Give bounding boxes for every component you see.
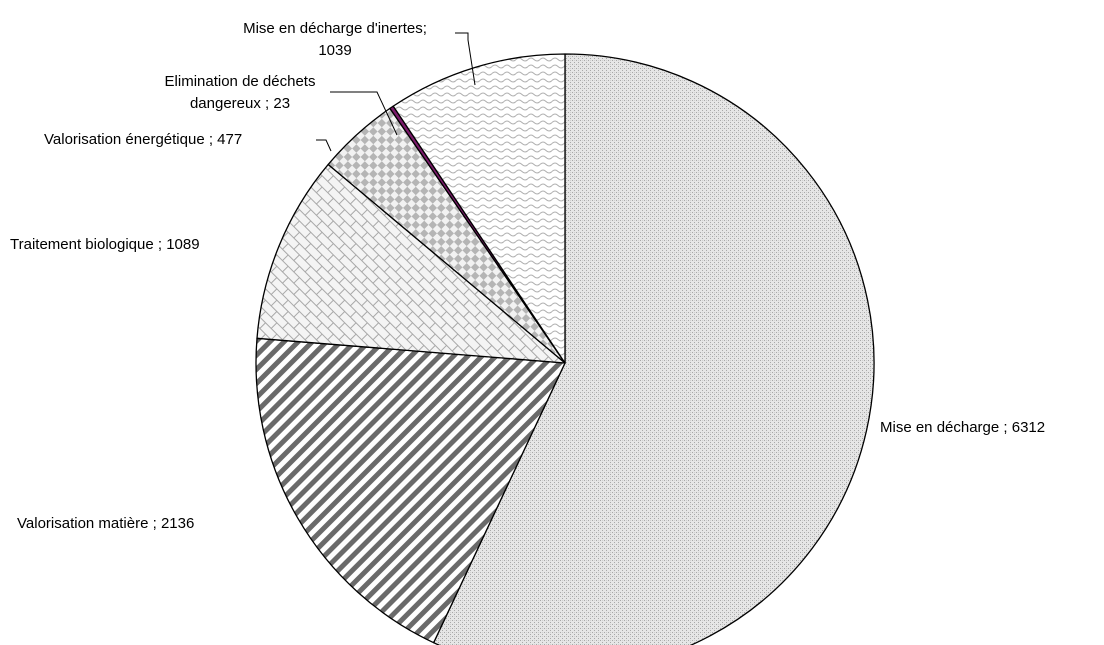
leader-line-valorisation-energetique xyxy=(316,139,332,152)
pie-slices xyxy=(255,53,875,645)
pie-slice-mise-en-decharge xyxy=(432,53,875,645)
slice-labels: Mise en décharge ; 6312 Valorisation mati… xyxy=(10,20,1045,532)
data-label-mise-en-decharge-d-inertes: Mise en décharge d'inertes; 1039 xyxy=(243,20,427,59)
pie-slice-valorisation-matiere xyxy=(255,337,566,644)
data-label-mise-en-decharge: Mise en décharge ; 6312 xyxy=(880,419,1045,436)
data-label-valorisation-matiere: Valorisation matière ; 2136 xyxy=(17,515,194,532)
pie-slice-traitement-biologique xyxy=(256,163,566,364)
leader-line-mise-en-decharge-d-inertes xyxy=(455,32,476,86)
pie-slice-mise-en-decharge-d-inertes xyxy=(392,53,566,364)
data-label-traitement-biologique: Traitement biologique ; 1089 xyxy=(10,236,200,253)
data-label-valorisation-energetique: Valorisation énergétique ; 477 xyxy=(44,131,242,148)
leader-line-elimination-de-dechets-dangereux xyxy=(330,91,398,136)
label-leader-lines xyxy=(316,32,476,152)
data-label-elimination-de-dechets-dangereux: Elimination de déchets dangereux ; 23 xyxy=(165,73,316,112)
